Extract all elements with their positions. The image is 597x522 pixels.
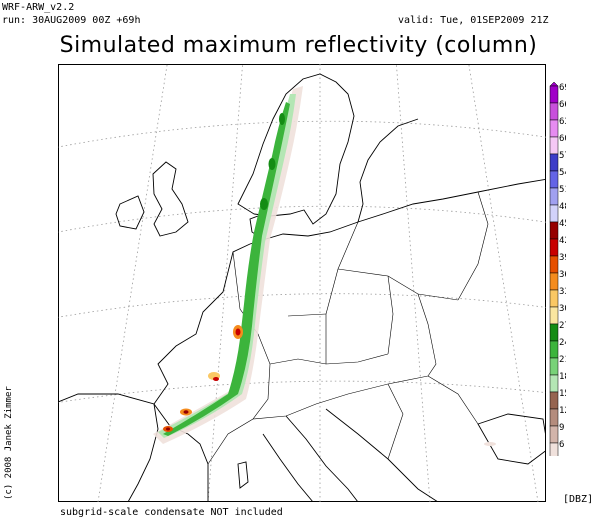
colorbar-swatch-27	[549, 323, 559, 342]
colorbar-tick-label: 45	[559, 219, 566, 229]
colorbar-swatch-42	[549, 238, 559, 257]
graticule-lines	[58, 64, 546, 502]
colorbar-tick-label: 27	[559, 321, 566, 331]
run-label: run: 30AUG2009 00Z +69h	[2, 15, 141, 26]
colorbar-tick-label: 30	[559, 304, 566, 314]
copyright-label: (c) 2008 Janek Zimmer	[4, 386, 14, 500]
colorbar-swatch-36	[549, 272, 559, 291]
colorbar-swatch-66	[549, 102, 559, 121]
colorbar-tick-label: 42	[559, 236, 566, 246]
colorbar-swatch-12	[549, 408, 559, 427]
colorbar-swatch-48	[549, 204, 559, 223]
colorbar-swatch-54	[549, 170, 559, 189]
colorbar-swatch-15	[549, 391, 559, 410]
colorbar-tick-label: 39	[559, 253, 566, 263]
colorbar-tick-label: 51	[559, 185, 566, 195]
colorbar-arrow-top	[549, 82, 559, 87]
colorbar-tick-label: 6	[559, 440, 564, 450]
colorbar-swatch-6	[549, 442, 559, 456]
colorbar-swatch-39	[549, 255, 559, 274]
colorbar-swatch-18	[549, 374, 559, 393]
colorbar-tick-label: 36	[559, 270, 566, 280]
colorbar-tick-label: 69	[559, 83, 566, 93]
colorbar-swatch-60	[549, 136, 559, 155]
colorbar-tick-label: 9	[559, 423, 564, 433]
colorbar-swatch-63	[549, 119, 559, 138]
colorbar-swatch-24	[549, 340, 559, 359]
colorbar-swatch-21	[549, 357, 559, 376]
colorbar-swatch-9	[549, 425, 559, 444]
colorbar-tick-label: 60	[559, 134, 566, 144]
colorbar-tick-label: 18	[559, 372, 566, 382]
map-title: Simulated maximum reflectivity (column)	[59, 33, 538, 58]
model-label: WRF-ARW_v2.2	[2, 2, 75, 13]
colorbar-tick-label: 15	[559, 389, 566, 399]
colorbar-tick-label: 66	[559, 100, 566, 110]
colorbar-tick-label: 24	[559, 338, 566, 348]
unit-label: [DBZ]	[563, 494, 594, 505]
colorbar-swatch-45	[549, 221, 559, 240]
colorbar-tick-label: 12	[559, 406, 566, 416]
reflectivity-band	[153, 86, 496, 446]
colorbar-tick-label: 57	[559, 151, 566, 161]
colorbar-tick-label: 21	[559, 355, 566, 365]
country-borders	[207, 191, 489, 465]
valid-time-label: valid: Tue, 01SEP2009 21Z	[398, 15, 549, 26]
colorbar-swatch-51	[549, 187, 559, 206]
colorbar-swatch-33	[549, 289, 559, 308]
colorbar-tick-label: 48	[559, 202, 566, 212]
colorbar-tick-label: 33	[559, 287, 566, 297]
reflectivity-map	[58, 64, 546, 502]
reflectivity-color-scale: 6966636057545148454239363330272421181512…	[549, 82, 566, 456]
footnote-label: subgrid-scale condensate NOT included	[60, 507, 283, 518]
colorbar-tick-label: 63	[559, 117, 566, 127]
colorbar-tick-label: 54	[559, 168, 566, 178]
colorbar-swatch-69	[549, 85, 559, 104]
colorbar-swatch-30	[549, 306, 559, 325]
colorbar-swatch-57	[549, 153, 559, 172]
